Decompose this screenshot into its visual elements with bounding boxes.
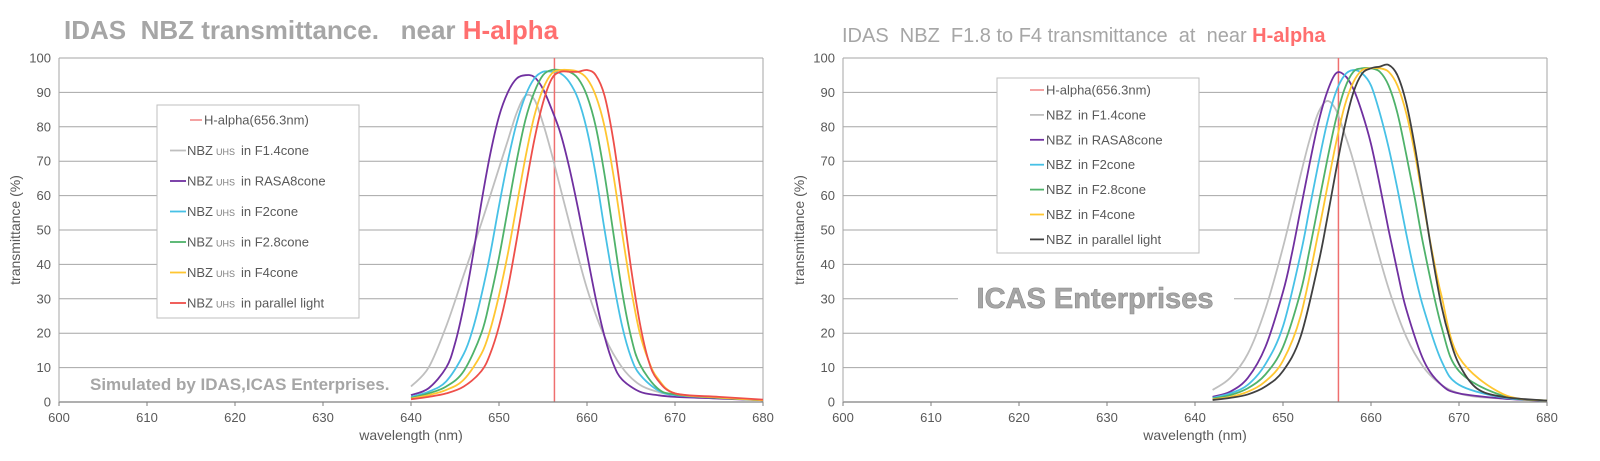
chart-right-title-highlight: H-alpha	[1252, 25, 1326, 47]
chart-left-xtick-label: 640	[400, 410, 422, 425]
chart-left-xtick-label: 620	[224, 410, 246, 425]
chart-left-title-text: IDAS NBZ transmittance. near	[64, 15, 456, 45]
chart-left-xtick-label: 630	[312, 410, 334, 425]
chart-left-ytick-label: 30	[37, 291, 51, 306]
chart-right-ytick-label: 10	[821, 360, 835, 375]
chart-left: IDAS NBZ transmittance. near H-alpha 0 10…	[7, 15, 774, 443]
chart-left-ytick-label: 60	[37, 188, 51, 203]
chart-right-xtick-label: 620	[1008, 410, 1030, 425]
chart-left-title: IDAS NBZ transmittance. near H-alpha	[64, 15, 559, 45]
chart-left-xtick-label: 650	[488, 410, 510, 425]
chart-left-ytick-label: 10	[37, 360, 51, 375]
chart-right-legend-label: NBZ in RASA8cone	[1046, 132, 1163, 147]
chart-left-ytick-label: 100	[29, 51, 51, 66]
chart-right-xtick-label: 680	[1536, 410, 1558, 425]
chart-right-xtick-label: 600	[832, 410, 854, 425]
chart-left-annotation: Simulated by IDAS,ICAS Enterprises.	[90, 375, 389, 394]
chart-right-series-line-0	[1212, 100, 1548, 402]
chart-right-xlabel: wavelength (nm)	[1142, 427, 1247, 443]
chart-right-ytick-label: 100	[813, 51, 835, 66]
chart-right: IDAS NBZ F1.8 to F4 transmittance at nea…	[791, 25, 1558, 443]
chart-right-ytick-label: 70	[821, 154, 835, 169]
chart-right-xtick-label: 640	[1184, 410, 1206, 425]
chart-right-legend-label: NBZ in F2cone	[1046, 157, 1135, 172]
chart-right-series-line-4	[1212, 67, 1548, 402]
chart-left-ytick-label: 0	[44, 395, 51, 410]
chart-left-title-highlight: H-alpha	[463, 15, 559, 45]
chart-right-ytick-label: 80	[821, 119, 835, 134]
chart-left-ytick-label: 50	[37, 223, 51, 238]
chart-left-xtick-label: 660	[576, 410, 598, 425]
chart-left-legend-label: H-alpha(656.3nm)	[204, 113, 309, 128]
chart-right-xtick-label: 650	[1272, 410, 1294, 425]
chart-left-ytick-label: 90	[37, 85, 51, 100]
chart-left-legend-label: NBZ UHS in F4cone	[187, 265, 298, 280]
chart-right-legend-label: NBZ in parallel light	[1046, 232, 1161, 247]
chart-right-ytick-label: 0	[828, 395, 835, 410]
chart-right-xtick-label: 610	[920, 410, 942, 425]
chart-right-ytick-label: 20	[821, 326, 835, 341]
chart-right-ylabel: transmittance (%)	[791, 175, 807, 285]
chart-right-watermark: ICAS Enterprises	[977, 283, 1214, 315]
chart-left-ytick-label: 80	[37, 119, 51, 134]
chart-right-title-text: IDAS NBZ F1.8 to F4 transmittance at nea…	[842, 25, 1247, 47]
chart-right-ytick-label: 30	[821, 291, 835, 306]
chart-left-xlabel: wavelength (nm)	[358, 427, 463, 443]
chart-left-ytick-label: 20	[37, 326, 51, 341]
chart-right-series	[1212, 63, 1548, 402]
chart-left-legend-label: NBZ UHS in parallel light	[187, 296, 325, 311]
chart-left-series-line-1	[410, 74, 764, 402]
chart-right-legend-label: NBZ in F2.8cone	[1046, 182, 1146, 197]
chart-right-legend: H-alpha(656.3nm) NBZ in F1.4cone NBZ in RASA…	[996, 77, 1200, 254]
chart-right-series-line-1	[1212, 71, 1548, 402]
chart-right-watermark-bg	[958, 282, 1234, 316]
chart-left-series	[410, 68, 764, 402]
chart-left-ytick-label: 40	[37, 257, 51, 272]
chart-right-series-line-5	[1212, 63, 1548, 402]
chart-left-xtick-label: 680	[752, 410, 774, 425]
chart-left-ytick-label: 70	[37, 154, 51, 169]
chart-left-ylabel: transmittance (%)	[7, 175, 23, 285]
chart-right-ytick-label: 50	[821, 223, 835, 238]
chart-left-legend-box	[156, 104, 360, 319]
chart-right-xtick-label: 670	[1448, 410, 1470, 425]
chart-left-series-line-3	[410, 68, 764, 402]
chart-right-legend-label: NBZ in F1.4cone	[1046, 107, 1146, 122]
chart-right-ytick-label: 40	[821, 257, 835, 272]
chart-left-legend-label: NBZ UHS in F2.8cone	[187, 235, 309, 250]
chart-right-xtick-label: 630	[1096, 410, 1118, 425]
chart-left-series-line-0	[410, 93, 764, 402]
chart-left-xtick-label: 600	[48, 410, 70, 425]
chart-left-series-line-2	[410, 70, 764, 402]
chart-left-axes: 0 10 20 30 40 50 60 70 80 90 100 600 610 620 630 640 650…	[29, 51, 774, 426]
chart-left-legend-label: NBZ UHS in F1.4cone	[187, 143, 309, 158]
chart-right-legend-label: H-alpha(656.3nm)	[1046, 83, 1151, 98]
chart-right-axes: 0 10 20 30 40 50 60 70 80 90 100 600 610 620 630 640 650…	[813, 51, 1558, 426]
chart-left-series-line-5	[410, 69, 764, 401]
chart-left-series-line-4	[410, 68, 764, 402]
chart-left-xtick-label: 610	[136, 410, 158, 425]
chart-left-legend-label: NBZ UHS in RASA8cone	[187, 174, 326, 189]
chart-left-xtick-label: 670	[664, 410, 686, 425]
chart-right-xtick-label: 660	[1360, 410, 1382, 425]
chart-right-legend-label: NBZ in F4cone	[1046, 207, 1135, 222]
chart-left-legend-label: NBZ UHS in F2cone	[187, 204, 298, 219]
chart-right-series-line-3	[1212, 66, 1548, 402]
chart-left-legend: H-alpha(656.3nm) NBZ UHS in F1.4cone NBZ UHS i…	[156, 104, 360, 319]
chart-right-title: IDAS NBZ F1.8 to F4 transmittance at nea…	[842, 25, 1326, 47]
chart-right-series-line-2	[1212, 69, 1548, 402]
chart-right-ytick-label: 60	[821, 188, 835, 203]
chart-right-ytick-label: 90	[821, 85, 835, 100]
